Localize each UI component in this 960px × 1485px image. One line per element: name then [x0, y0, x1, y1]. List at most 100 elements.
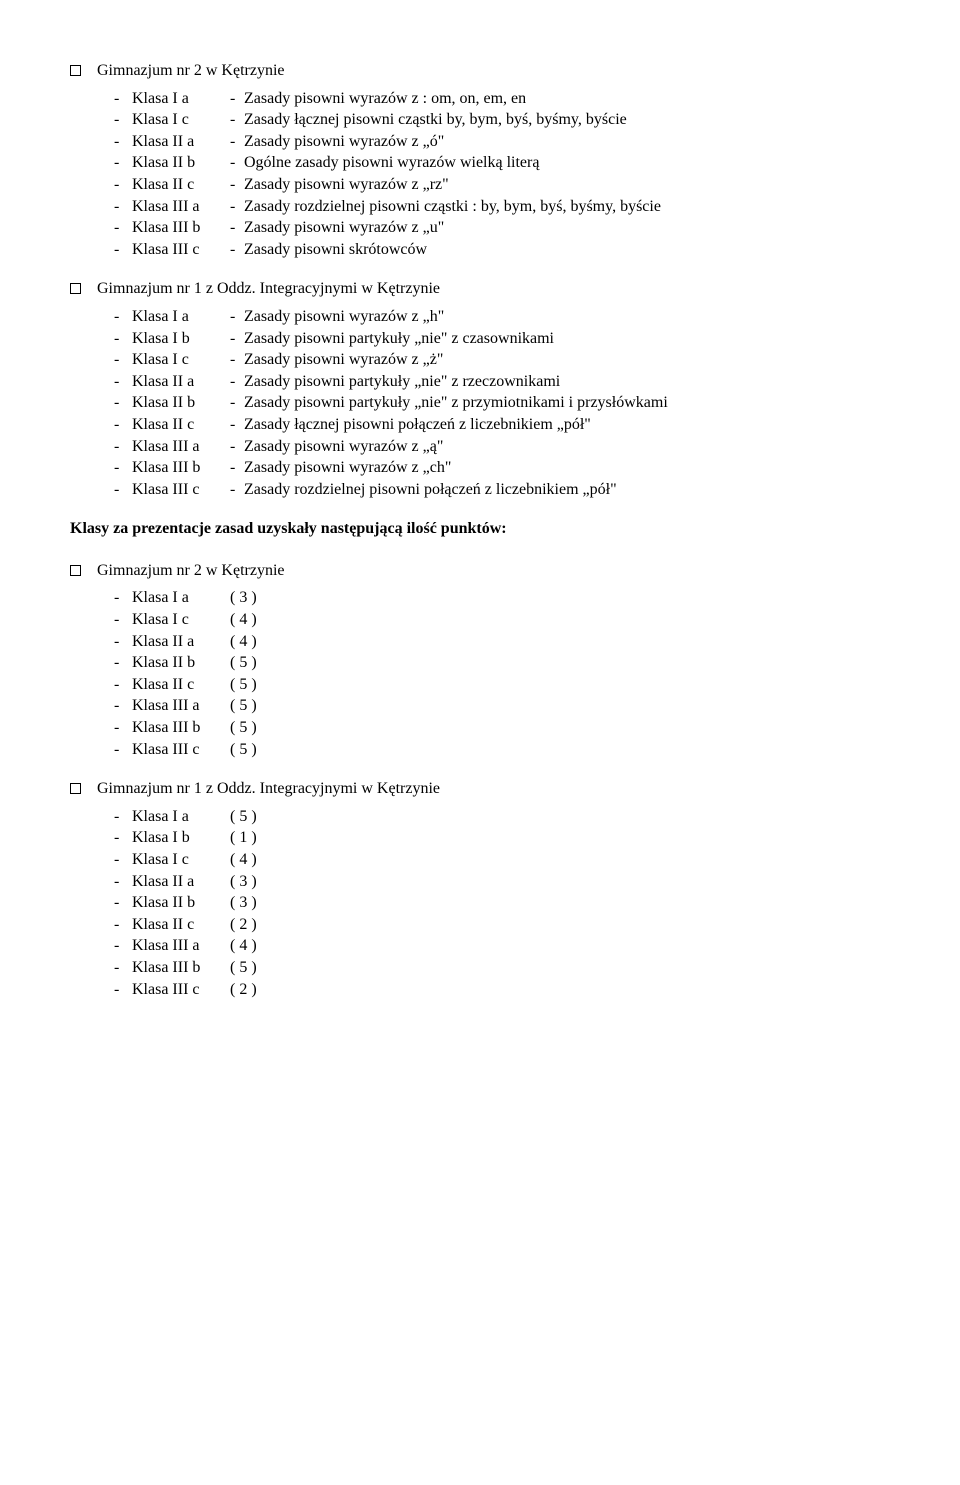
dash-icon: - — [230, 88, 244, 110]
rule-text: Zasady rozdzielnej pisowni cząstki : by,… — [244, 196, 661, 218]
square-bullet-icon — [70, 783, 81, 794]
dash-icon: - — [114, 695, 132, 717]
rule-text: Zasady pisowni partykuły „nie" z przymio… — [244, 392, 668, 414]
rule-text: Zasady łącznej pisowni cząstki by, bym, … — [244, 109, 627, 131]
dash-icon: - — [230, 457, 244, 479]
list-item: -Klasa III c- Zasady rozdzielnej pisowni… — [114, 479, 890, 501]
dash-icon: - — [114, 457, 132, 479]
list-item: -Klasa II a- Zasady pisowni wyrazów z „ó… — [114, 131, 890, 153]
list-item: -Klasa III b- Zasady pisowni wyrazów z „… — [114, 217, 890, 239]
class-label: Klasa I a — [132, 88, 230, 110]
dash-icon: - — [114, 652, 132, 674]
class-label: Klasa III c — [132, 739, 230, 761]
score-value: ( 5 ) — [230, 717, 257, 739]
section-title: Gimnazjum nr 1 z Oddz. Integracyjnymi w … — [97, 278, 440, 300]
square-bullet-icon — [70, 65, 81, 76]
rule-text: Zasady pisowni skrótowców — [244, 239, 427, 261]
dash-icon: - — [114, 109, 132, 131]
class-label: Klasa II c — [132, 174, 230, 196]
dash-icon: - — [230, 414, 244, 436]
class-label: Klasa III c — [132, 239, 230, 261]
class-label: Klasa II b — [132, 152, 230, 174]
score-value: ( 5 ) — [230, 652, 257, 674]
class-label: Klasa III a — [132, 935, 230, 957]
score-value: ( 3 ) — [230, 892, 257, 914]
rule-text: Zasady pisowni wyrazów z „h" — [244, 306, 444, 328]
dash-icon: - — [114, 609, 132, 631]
class-label: Klasa I c — [132, 849, 230, 871]
list-item: -Klasa II c- Zasady łącznej pisowni połą… — [114, 414, 890, 436]
list-item: -Klasa I c- Zasady łącznej pisowni cząst… — [114, 109, 890, 131]
class-label: Klasa I b — [132, 328, 230, 350]
list-item: -Klasa I c( 4 ) — [114, 849, 890, 871]
list-item: -Klasa III c- Zasady pisowni skrótowców — [114, 239, 890, 261]
list-item: -Klasa II b( 3 ) — [114, 892, 890, 914]
rule-text: Zasady pisowni wyrazów z : om, on, em, e… — [244, 88, 526, 110]
score-value: ( 5 ) — [230, 739, 257, 761]
class-label: Klasa II a — [132, 871, 230, 893]
dash-icon: - — [114, 392, 132, 414]
score-value: ( 5 ) — [230, 695, 257, 717]
list-item: -Klasa II b- Ogólne zasady pisowni wyraz… — [114, 152, 890, 174]
list-item: -Klasa II c( 2 ) — [114, 914, 890, 936]
section-header: Gimnazjum nr 1 z Oddz. Integracyjnymi w … — [70, 278, 890, 300]
score-value: ( 5 ) — [230, 674, 257, 696]
list-item: -Klasa III a( 5 ) — [114, 695, 890, 717]
score-value: ( 4 ) — [230, 935, 257, 957]
dash-icon: - — [114, 479, 132, 501]
dash-icon: - — [230, 306, 244, 328]
list-item: -Klasa II a- Zasady pisowni partykuły „n… — [114, 371, 890, 393]
list-item: -Klasa I b- Zasady pisowni partykuły „ni… — [114, 328, 890, 350]
list-item: -Klasa I a( 3 ) — [114, 587, 890, 609]
dash-icon: - — [230, 152, 244, 174]
section-header: Gimnazjum nr 2 w Kętrzynie — [70, 60, 890, 82]
score-value: ( 3 ) — [230, 871, 257, 893]
dash-icon: - — [114, 196, 132, 218]
class-label: Klasa I a — [132, 306, 230, 328]
class-label: Klasa I a — [132, 806, 230, 828]
list-item: -Klasa III b( 5 ) — [114, 717, 890, 739]
dash-icon: - — [114, 979, 132, 1001]
list-item: -Klasa I a- Zasady pisowni wyrazów z : o… — [114, 88, 890, 110]
dash-icon: - — [114, 935, 132, 957]
dash-icon: - — [114, 739, 132, 761]
rule-text: Zasady pisowni wyrazów z „ó" — [244, 131, 444, 153]
class-label: Klasa I c — [132, 609, 230, 631]
class-label: Klasa III c — [132, 479, 230, 501]
rule-text: Zasady łącznej pisowni połączeń z liczeb… — [244, 414, 591, 436]
square-bullet-icon — [70, 565, 81, 576]
list-item: -Klasa II b( 5 ) — [114, 652, 890, 674]
list-item: -Klasa II a( 4 ) — [114, 631, 890, 653]
dash-icon: - — [230, 109, 244, 131]
class-label: Klasa II c — [132, 674, 230, 696]
list-item: -Klasa I c- Zasady pisowni wyrazów z „ż" — [114, 349, 890, 371]
points-heading: Klasy za prezentacje zasad uzyskały nast… — [70, 518, 890, 540]
class-label: Klasa I c — [132, 109, 230, 131]
dash-icon: - — [114, 306, 132, 328]
section-header: Gimnazjum nr 2 w Kętrzynie — [70, 560, 890, 582]
class-label: Klasa II b — [132, 652, 230, 674]
dash-icon: - — [230, 328, 244, 350]
section-title: Gimnazjum nr 1 z Oddz. Integracyjnymi w … — [97, 778, 440, 800]
list-item: -Klasa III c( 5 ) — [114, 739, 890, 761]
scores-list: -Klasa I a( 5 )-Klasa I b( 1 )-Klasa I c… — [114, 806, 890, 1000]
dash-icon: - — [230, 392, 244, 414]
dash-icon: - — [114, 371, 132, 393]
dash-icon: - — [114, 414, 132, 436]
class-label: Klasa III b — [132, 457, 230, 479]
dash-icon: - — [230, 217, 244, 239]
section-title: Gimnazjum nr 2 w Kętrzynie — [97, 560, 285, 582]
class-label: Klasa II c — [132, 414, 230, 436]
dash-icon: - — [114, 436, 132, 458]
scores-list: -Klasa I a( 3 )-Klasa I c( 4 )-Klasa II … — [114, 587, 890, 760]
score-value: ( 5 ) — [230, 957, 257, 979]
list-item: -Klasa I a- Zasady pisowni wyrazów z „h" — [114, 306, 890, 328]
score-value: ( 2 ) — [230, 914, 257, 936]
class-label: Klasa III b — [132, 717, 230, 739]
class-label: Klasa I b — [132, 827, 230, 849]
score-value: ( 4 ) — [230, 849, 257, 871]
dash-icon: - — [114, 631, 132, 653]
list-item: -Klasa II c- Zasady pisowni wyrazów z „r… — [114, 174, 890, 196]
dash-icon: - — [114, 239, 132, 261]
score-value: ( 4 ) — [230, 609, 257, 631]
